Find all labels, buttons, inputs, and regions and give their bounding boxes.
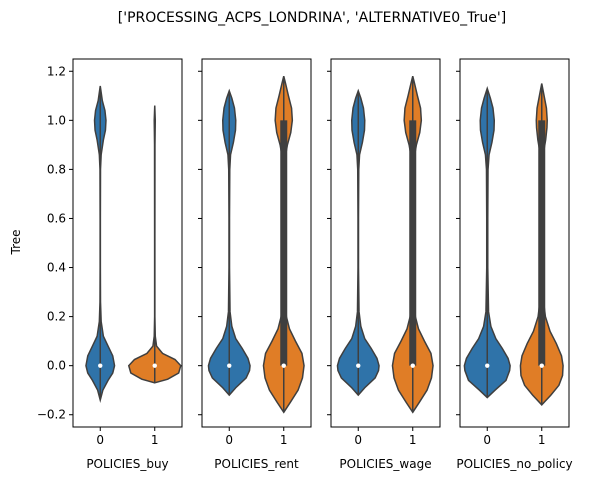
panel-frame-2 <box>201 58 312 428</box>
x-tick-label-4-0: 0 <box>483 433 491 447</box>
y-tick-label-7: 1.2 <box>47 64 66 78</box>
violin-iqr-box-3-cat-1 <box>409 120 417 366</box>
median-dot-2-cat-1 <box>281 363 286 368</box>
y-tick-label-6: 1.0 <box>47 113 66 127</box>
violin-iqr-box-4-cat-1 <box>538 120 546 366</box>
figure-title: ['PROCESSING_ACPS_LONDRINA', 'ALTERNATIV… <box>118 10 506 26</box>
median-dot-2-cat-0 <box>227 363 232 368</box>
x-tick-label-1-1: 1 <box>151 433 159 447</box>
median-dot-4-cat-1 <box>539 363 544 368</box>
x-axis-label-3: POLICIES_wage <box>339 457 431 471</box>
x-tick-label-3-0: 0 <box>354 433 362 447</box>
median-dot-4-cat-0 <box>485 363 490 368</box>
y-axis-label: Tree <box>9 229 23 255</box>
x-axis-label-2: POLICIES_rent <box>214 457 299 471</box>
panel-4: 0 1 POLICIES_no_policy <box>456 58 573 471</box>
median-dot-3-cat-1 <box>410 363 415 368</box>
x-tick-label-2-1: 1 <box>280 433 288 447</box>
panel-frame-4 <box>459 58 570 428</box>
x-tick-label-3-1: 1 <box>409 433 417 447</box>
y-tick-label-3: 0.4 <box>47 261 66 275</box>
median-dot-3-cat-0 <box>356 363 361 368</box>
violin-iqr-box-2-cat-1 <box>280 120 288 366</box>
panel-3: 0 1 POLICIES_wage <box>327 58 441 471</box>
y-tick-label-2: 0.2 <box>47 310 66 324</box>
panel-frame-1 <box>72 58 183 428</box>
panel-1: −0.2 0.0 0.2 0.4 0.6 0.8 1.0 1.2 0 1 POLICIES_buy <box>37 58 183 471</box>
y-tick-label-4: 0.6 <box>47 211 66 225</box>
y-tick-label-5: 0.8 <box>47 162 66 176</box>
panel-frame-3 <box>330 58 441 428</box>
x-tick-label-2-0: 0 <box>225 433 233 447</box>
panels-group: −0.2 0.0 0.2 0.4 0.6 0.8 1.0 1.2 0 1 POLICIES_buy 0… <box>37 58 573 471</box>
panel-2: 0 1 POLICIES_rent <box>198 58 312 471</box>
x-tick-label-1-0: 0 <box>96 433 104 447</box>
x-axis-label-4: POLICIES_no_policy <box>456 457 572 471</box>
median-dot-1-cat-0 <box>98 363 103 368</box>
y-tick-label-1: 0.0 <box>47 359 66 373</box>
x-tick-label-4-1: 1 <box>538 433 546 447</box>
y-tick-label-0: −0.2 <box>37 408 66 422</box>
median-dot-1-cat-1 <box>152 363 157 368</box>
x-axis-label-1: POLICIES_buy <box>86 457 168 471</box>
